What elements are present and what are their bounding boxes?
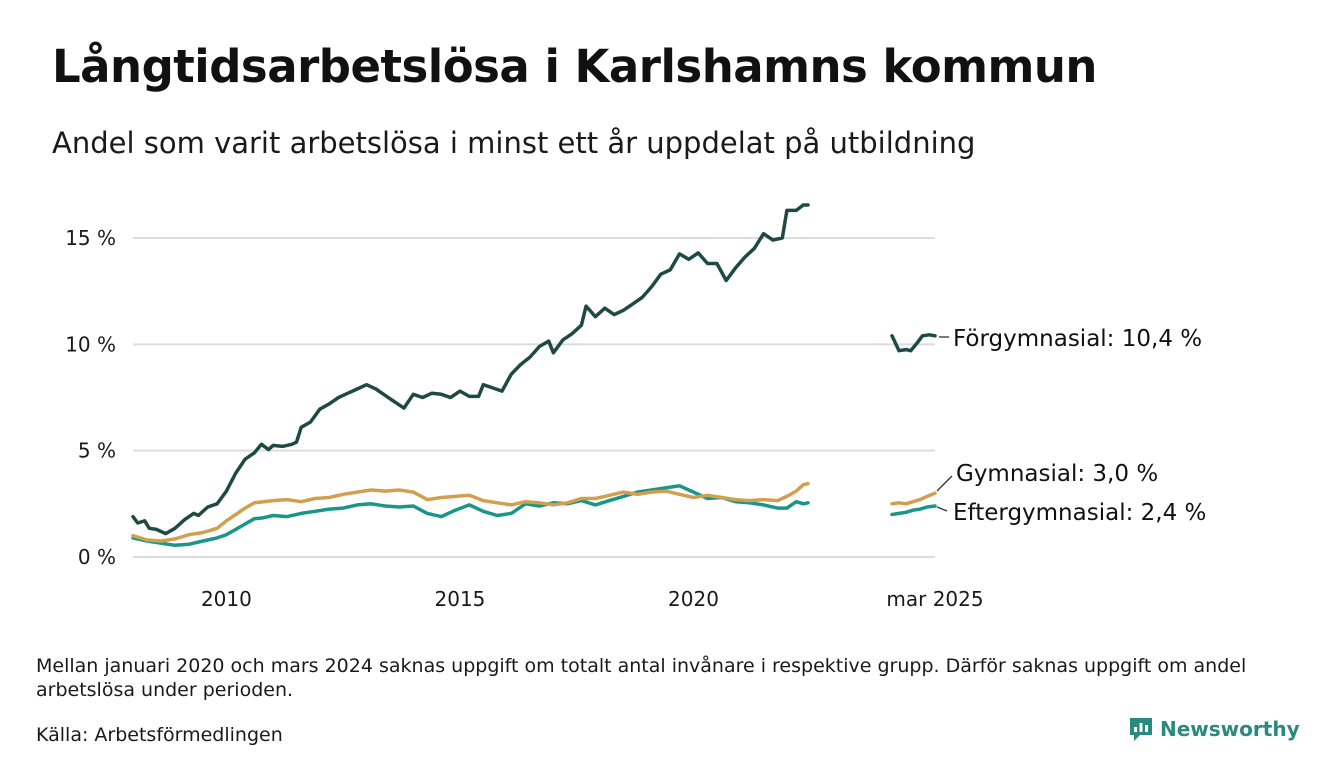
y-tick-label: 15 % [65,226,116,250]
page-title: Långtidsarbetslösa i Karlshamns kommun [52,40,1097,93]
brand-logo[interactable]: Newsworthy [1128,716,1300,742]
series-line-gymnasial [890,491,937,506]
grid-lines [133,237,935,558]
series-label-gymnasial: Gymnasial: 3,0 % [956,461,1158,487]
x-axis-ticks: 2010 2015 2020 mar 2025 [201,587,984,611]
series-line-förgymnasial [131,203,810,536]
x-tick-label: 2010 [201,587,252,611]
page-subtitle: Andel som varit arbetslösa i minst ett å… [52,126,976,160]
brand-name: Newsworthy [1160,717,1300,741]
label-leader-line [936,506,948,512]
y-tick-label: 0 % [78,545,116,569]
y-axis-ticks: 0 % 5 % 10 % 15 % [65,226,116,569]
series-label-eftergymnasial: Eftergymnasial: 2,4 % [953,500,1206,526]
series-line-förgymnasial [890,333,937,353]
series-labels: Förgymnasial: 10,4 % Gymnasial: 3,0 % Efte… [936,326,1206,526]
y-tick-label: 10 % [65,332,116,356]
x-tick-label: 2015 [435,587,486,611]
x-tick-label: mar 2025 [886,587,983,611]
newsworthy-logo-icon [1130,718,1152,741]
source-note: Källa: Arbetsförmedlingen [36,724,283,746]
y-tick-label: 5 % [78,439,116,463]
x-tick-label: 2020 [668,587,719,611]
line-chart: 0 % 5 % 10 % 15 % 2010 2015 2020 mar 2025 Förg… [65,203,1206,611]
label-leader-line [936,475,953,492]
series-line-eftergymnasial [890,504,937,517]
series-label-förgymnasial: Förgymnasial: 10,4 % [953,326,1202,352]
series-line-eftergymnasial [131,484,810,548]
series-line-gymnasial [131,481,810,543]
footnote: Mellan januari 2020 och mars 2024 saknas… [36,655,1247,701]
series-lines [131,203,937,548]
